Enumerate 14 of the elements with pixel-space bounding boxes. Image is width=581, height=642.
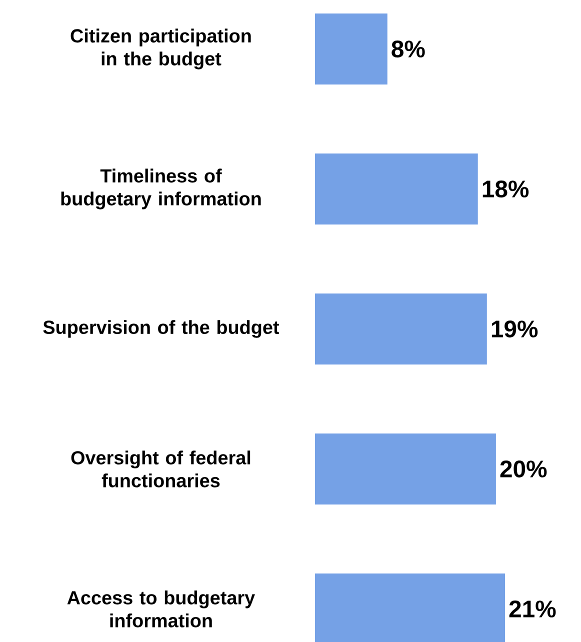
bar [315,433,496,504]
data-label: 8% [392,40,425,58]
y-tick-label: Timeliness of budgetary information [61,168,261,210]
data-label: 21% [509,600,556,618]
bar [315,153,478,224]
y-tick-label: Supervision of the budget [43,320,280,338]
bar [315,293,487,364]
bar [315,13,388,84]
y-tick-label: Citizen participation in the budget [70,28,251,70]
data-label: 18% [482,180,529,198]
y-tick-label: Oversight of federal functionaries [71,450,250,488]
y-tick-label: Access to budgetary information [67,590,255,628]
data-label: 20% [500,460,547,478]
data-label: 19% [492,320,538,338]
